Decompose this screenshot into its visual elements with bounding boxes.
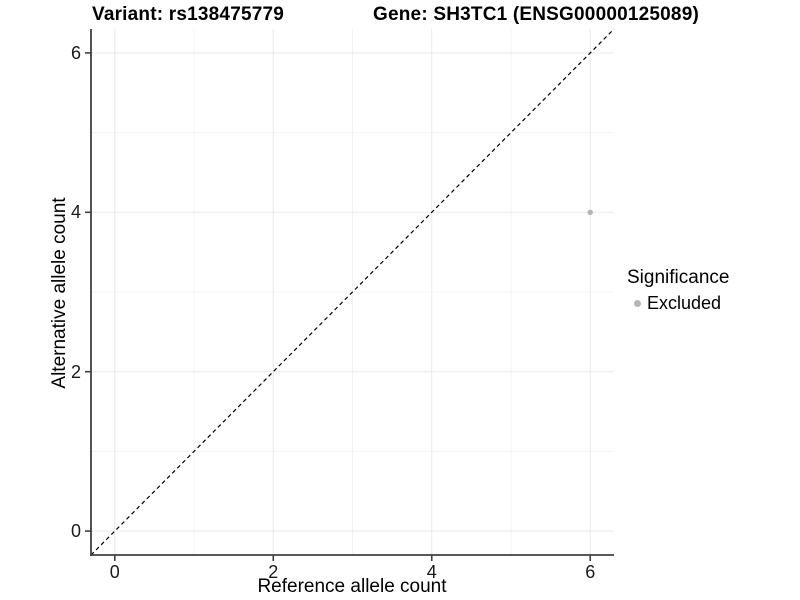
- y-axis-title: Alternative allele count: [49, 197, 70, 389]
- data-point: [587, 209, 593, 216]
- legend-title: Significance: [627, 267, 730, 288]
- x-tick-label: 4: [426, 562, 437, 582]
- x-tick-label: 2: [268, 562, 279, 582]
- identity-dashed-line: [90, 28, 615, 556]
- legend-key: [627, 293, 647, 313]
- x-tick-label: 6: [585, 562, 596, 582]
- y-tick-label: 0: [70, 521, 81, 542]
- plot-title-variant: Variant: rs138475779: [92, 4, 285, 25]
- legend: Significance Excluded: [627, 267, 729, 313]
- y-tick-label: 2: [70, 361, 81, 382]
- plot-title-gene: Gene: SH3TC1 (ENSG00000125089): [373, 4, 699, 25]
- x-tick-label: 0: [109, 562, 120, 582]
- chart-canvas: [85, 28, 615, 561]
- legend-items: Excluded: [627, 293, 729, 313]
- x-axis-title: Reference allele count: [257, 576, 447, 597]
- plot-panel: [85, 28, 615, 561]
- y-tick-label: 4: [70, 202, 81, 223]
- legend-item: Excluded: [627, 293, 729, 313]
- y-tick-label: 6: [70, 42, 81, 63]
- legend-dot-icon: [633, 299, 641, 307]
- legend-item-label: Excluded: [647, 292, 722, 313]
